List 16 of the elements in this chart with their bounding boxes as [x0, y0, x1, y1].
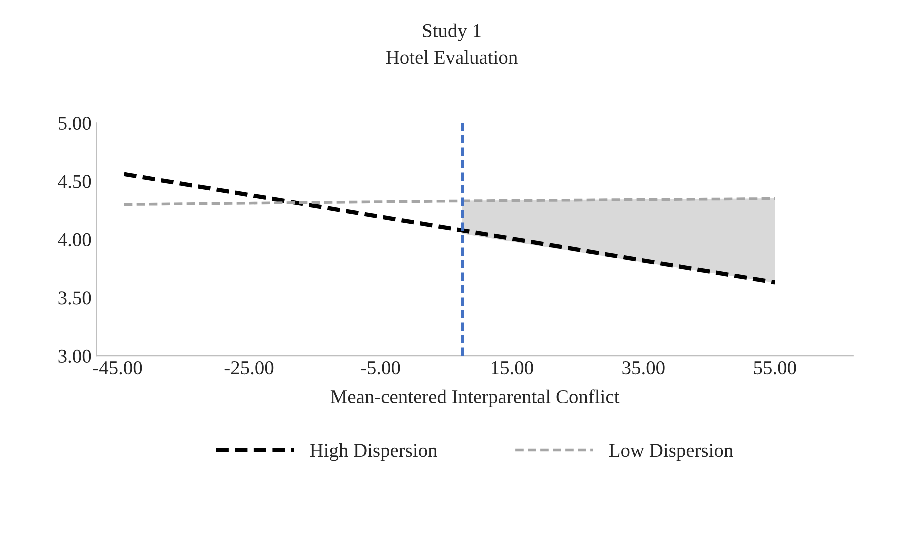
y-tick-label: 4.50 — [58, 175, 92, 188]
y-tick-label: 4.00 — [58, 233, 92, 247]
x-tick-label: 35.00 — [622, 361, 665, 375]
y-tick-label: 3.00 — [58, 350, 92, 364]
chart-title: Study 1 — [423, 24, 481, 42]
chart-subtitle: Hotel Evaluation — [386, 50, 518, 64]
y-tick-label: 3.50 — [58, 292, 92, 305]
legend-label: High Dispersion — [310, 444, 438, 462]
x-tick-label: -45.00 — [93, 361, 142, 375]
x-tick-label: -5.00 — [361, 361, 400, 375]
x-axis-title: Mean-centered Interparental Conflict — [330, 390, 620, 408]
x-tick-label: 55.00 — [754, 361, 796, 375]
x-tick-label: 15.00 — [492, 361, 534, 375]
x-tick-label: -25.00 — [224, 361, 274, 375]
y-tick-label: 5.00 — [58, 116, 92, 130]
legend-label: Low Dispersion — [609, 444, 734, 462]
